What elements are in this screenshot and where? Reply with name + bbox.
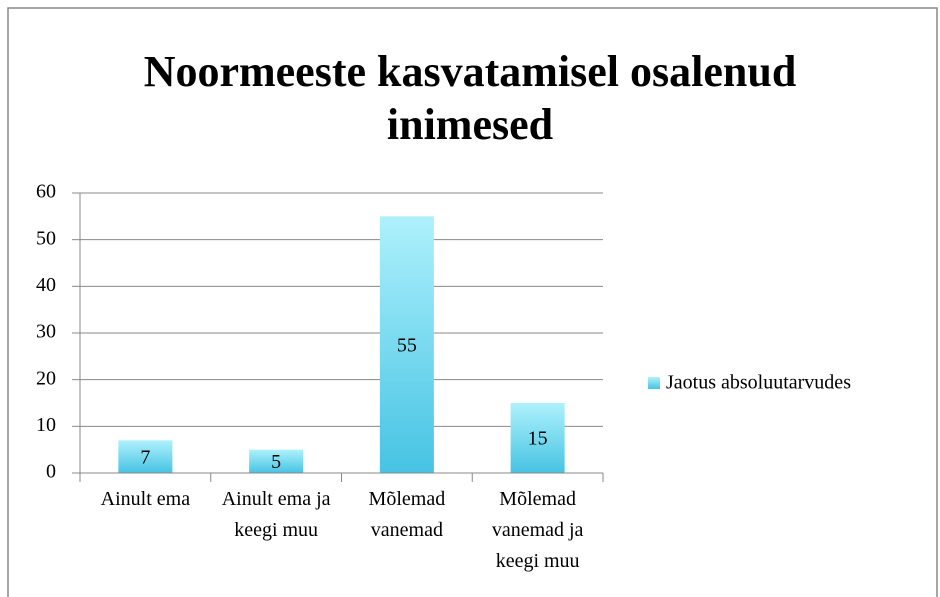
data-label: 5 <box>271 451 281 473</box>
x-tick-label: Mõlemad vanemad <box>369 488 446 541</box>
y-tick-label: 0 <box>46 461 56 483</box>
bar <box>510 403 565 473</box>
y-tick-label: 50 <box>36 227 56 249</box>
data-label: 55 <box>397 334 417 356</box>
data-label: 15 <box>528 428 548 450</box>
chart-border <box>7 7 938 597</box>
y-tick-label: 10 <box>36 414 56 436</box>
y-tick-label: 40 <box>36 274 56 296</box>
x-tick-label: Ainult ema <box>101 488 191 510</box>
bar <box>379 216 434 474</box>
y-tick-label: 20 <box>36 367 56 389</box>
x-tick-label: Ainult ema ja keegi muu <box>222 488 331 541</box>
y-tick-label: 60 <box>36 181 56 203</box>
legend-label: Jaotus absoluutarvudes <box>666 372 851 394</box>
bar <box>249 449 304 473</box>
bar <box>118 440 173 473</box>
chart-title: Noormeeste kasvatamisel osalenud inimesed <box>144 47 797 149</box>
data-label: 7 <box>140 446 150 468</box>
legend-swatch <box>648 377 660 389</box>
y-tick-label: 30 <box>36 321 56 343</box>
x-tick-label: Mõlemad vanemad ja keegi muu <box>492 488 584 572</box>
